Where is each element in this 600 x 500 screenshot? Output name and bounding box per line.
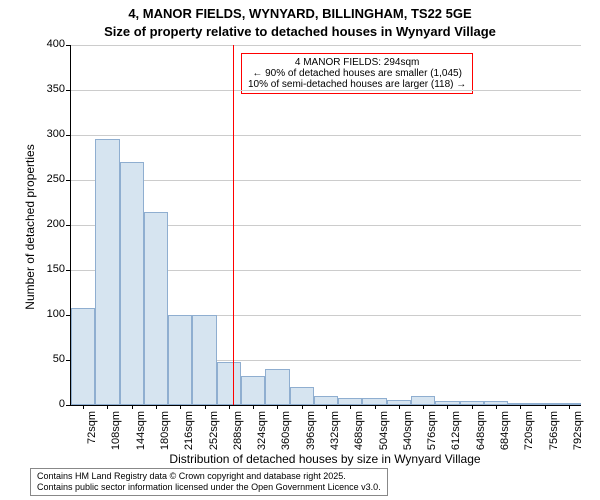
annotation-line3: 10% of semi-detached houses are larger (… — [248, 79, 466, 90]
histogram-bar — [265, 369, 289, 405]
grid-line — [71, 135, 581, 136]
x-tick-label: 648sqm — [475, 411, 487, 471]
x-tick-label: 576sqm — [426, 411, 438, 471]
x-tick-label: 432sqm — [329, 411, 341, 471]
footer-attribution: Contains HM Land Registry data © Crown c… — [30, 468, 388, 496]
annotation-line1: 4 MANOR FIELDS: 294sqm — [248, 57, 466, 68]
histogram-bar — [144, 212, 168, 405]
y-tick-mark — [66, 45, 70, 46]
y-tick-mark — [66, 270, 70, 271]
x-tick-label: 756sqm — [548, 411, 560, 471]
x-tick-label: 180sqm — [159, 411, 171, 471]
histogram-bar — [120, 162, 144, 405]
x-tick-mark — [277, 405, 278, 409]
grid-line — [71, 90, 581, 91]
x-tick-mark — [302, 405, 303, 409]
x-tick-mark — [472, 405, 473, 409]
y-tick-mark — [66, 405, 70, 406]
x-tick-mark — [156, 405, 157, 409]
x-tick-mark — [205, 405, 206, 409]
histogram-bar — [411, 396, 435, 405]
footer-line2: Contains public sector information licen… — [37, 482, 381, 493]
x-tick-mark — [423, 405, 424, 409]
x-tick-label: 504sqm — [378, 411, 390, 471]
y-tick-label: 200 — [25, 218, 65, 230]
histogram-bar — [241, 376, 265, 405]
x-tick-mark — [520, 405, 521, 409]
chart-title-line1: 4, MANOR FIELDS, WYNYARD, BILLINGHAM, TS… — [0, 6, 600, 21]
histogram-bar — [314, 396, 338, 405]
x-tick-label: 540sqm — [402, 411, 414, 471]
y-tick-label: 50 — [25, 353, 65, 365]
histogram-bar — [338, 398, 362, 405]
y-tick-label: 400 — [25, 38, 65, 50]
annotation-box: 4 MANOR FIELDS: 294sqm ← 90% of detached… — [241, 53, 473, 94]
x-tick-label: 720sqm — [523, 411, 535, 471]
annotation-line2: ← 90% of detached houses are smaller (1,… — [248, 68, 466, 79]
property-marker-line — [233, 45, 234, 405]
x-tick-label: 144sqm — [135, 411, 147, 471]
histogram-bar — [362, 398, 386, 405]
x-tick-mark — [399, 405, 400, 409]
x-tick-label: 612sqm — [450, 411, 462, 471]
x-tick-mark — [326, 405, 327, 409]
plot-area: 4 MANOR FIELDS: 294sqm ← 90% of detached… — [70, 45, 581, 406]
histogram-bar — [168, 315, 192, 405]
x-tick-mark — [180, 405, 181, 409]
histogram-bar — [95, 139, 119, 405]
histogram-bar — [217, 362, 241, 405]
x-tick-label: 468sqm — [353, 411, 365, 471]
y-tick-mark — [66, 135, 70, 136]
y-tick-mark — [66, 225, 70, 226]
x-tick-label: 252sqm — [208, 411, 220, 471]
y-tick-mark — [66, 90, 70, 91]
chart-title-line2: Size of property relative to detached ho… — [0, 24, 600, 39]
footer-line1: Contains HM Land Registry data © Crown c… — [37, 471, 381, 482]
x-tick-mark — [496, 405, 497, 409]
x-tick-label: 396sqm — [305, 411, 317, 471]
x-tick-mark — [132, 405, 133, 409]
x-tick-label: 792sqm — [572, 411, 584, 471]
x-tick-label: 216sqm — [183, 411, 195, 471]
y-tick-mark — [66, 180, 70, 181]
x-tick-label: 108sqm — [110, 411, 122, 471]
histogram-bar — [192, 315, 216, 405]
y-tick-mark — [66, 360, 70, 361]
y-tick-label: 350 — [25, 83, 65, 95]
histogram-bar — [290, 387, 314, 405]
y-tick-label: 100 — [25, 308, 65, 320]
x-tick-mark — [83, 405, 84, 409]
x-tick-mark — [253, 405, 254, 409]
x-tick-mark — [545, 405, 546, 409]
x-tick-mark — [107, 405, 108, 409]
x-tick-mark — [229, 405, 230, 409]
x-tick-mark — [569, 405, 570, 409]
y-tick-label: 300 — [25, 128, 65, 140]
y-tick-label: 250 — [25, 173, 65, 185]
x-tick-mark — [350, 405, 351, 409]
x-tick-label: 72sqm — [86, 411, 98, 471]
y-tick-label: 0 — [25, 398, 65, 410]
x-tick-label: 324sqm — [256, 411, 268, 471]
y-tick-mark — [66, 315, 70, 316]
grid-line — [71, 45, 581, 46]
grid-line — [71, 180, 581, 181]
x-tick-label: 288sqm — [232, 411, 244, 471]
x-tick-mark — [375, 405, 376, 409]
y-tick-label: 150 — [25, 263, 65, 275]
x-tick-mark — [447, 405, 448, 409]
x-tick-label: 360sqm — [280, 411, 292, 471]
x-tick-label: 684sqm — [499, 411, 511, 471]
histogram-bar — [71, 308, 95, 405]
